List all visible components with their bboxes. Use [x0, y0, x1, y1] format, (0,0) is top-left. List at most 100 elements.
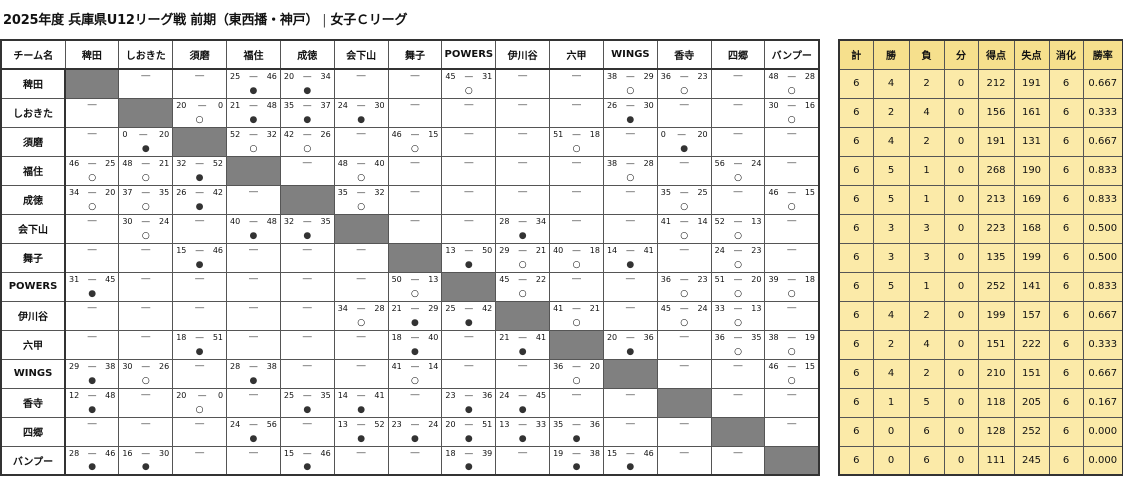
match-result-cell: 23 ― 36 ●	[441, 387, 497, 418]
score-against: 25	[105, 158, 116, 168]
score-for: 30	[122, 361, 133, 371]
score-against: 28	[643, 158, 654, 168]
match-score: 37 ― 35	[119, 188, 172, 198]
win-mark-icon: ○	[572, 259, 581, 270]
unplayed-cell: ―	[656, 329, 712, 360]
score-dash: ―	[410, 274, 419, 284]
table-row: 伊川谷 ― ― ― ― ― 34 ― 28 ○ 21 ― 29 ● 25 ― 42 ● 41 ― 21 ○ ― 45 ― 24 ○ 3…	[0, 300, 820, 331]
unplayed-cell: ―	[441, 329, 497, 360]
score-against: 41	[643, 245, 654, 255]
standings-cell: 4	[872, 358, 910, 389]
match-score: 28 ― 38	[227, 362, 280, 372]
score-for: 24	[337, 100, 348, 110]
score-for: 32	[283, 216, 295, 226]
unplayed-cell: ―	[64, 242, 120, 273]
unplayed-cell: ―	[549, 68, 604, 99]
standings-cell: 199	[977, 300, 1015, 331]
unplayed-cell: ―	[279, 271, 335, 302]
match-score: 25 ― 35	[281, 391, 334, 401]
standings-cell: 168	[1013, 213, 1050, 244]
match-result-cell: 14 ― 41 ●	[602, 242, 658, 273]
loss-mark-icon: ●	[357, 404, 366, 415]
column-team-header: 四郷	[710, 39, 766, 70]
match-result-cell: 35 ― 32 ○	[333, 184, 389, 215]
win-mark-icon: ○	[249, 143, 258, 154]
table-row: WINGS 29 ― 38 ● 30 ― 26 ○ ― 28 ― 38 ● ― ― 41 ― 14 ○ ― ― 36 ― 20 ○…	[0, 358, 820, 389]
table-row: 6 4 2 0 199 157 6 0.667	[838, 300, 1123, 331]
match-score: 35 ― 32	[335, 188, 388, 198]
score-dash: ―	[88, 158, 97, 168]
win-mark-icon: ○	[680, 317, 689, 328]
standings-cell: 0.667	[1082, 126, 1123, 157]
unplayed-cell: ―	[495, 68, 551, 99]
standings-table: 計勝負分得点 失点 消化 勝率 6 4 2 0 212 191 6 0.667 6 2 4 0 156 161 6…	[838, 39, 1123, 476]
unplayed-cell: ―	[602, 184, 658, 215]
table-row: 香寺 12 ― 48 ● ― 20 ― 0 ○ ― 25 ― 35 ● 14 ― 41 ● ― 23 ― 36 ● 24 ― 45 ●…	[0, 387, 820, 418]
match-score: 13 ― 50	[442, 246, 495, 256]
unplayed-cell: ―	[710, 126, 766, 157]
unplayed-cell: ―	[172, 271, 228, 302]
score-for: 14	[337, 390, 348, 400]
win-mark-icon: ○	[787, 114, 796, 125]
score-for: 20	[176, 390, 187, 400]
standings-cell: 0.833	[1082, 155, 1123, 186]
score-against: 38	[266, 361, 277, 371]
row-team-name: 会下山	[0, 213, 66, 244]
score-for: 40	[553, 245, 564, 255]
standings-column-header: 消化	[1048, 39, 1084, 70]
match-score: 0 ― 20	[119, 130, 172, 140]
match-score: 38 ― 29	[604, 72, 657, 82]
win-mark-icon: ○	[141, 375, 150, 386]
match-result-cell: 0 ― 20 ●	[656, 126, 712, 157]
score-against: 0	[217, 100, 224, 110]
match-score: 36 ― 23	[658, 275, 711, 285]
match-result-cell: 18 ― 39 ●	[441, 445, 497, 476]
match-result-cell: 21 ― 41 ●	[495, 329, 551, 360]
unplayed-cell: ―	[710, 445, 766, 476]
score-dash: ―	[357, 158, 366, 168]
score-against: 41	[535, 332, 547, 342]
score-for: 45	[499, 274, 510, 284]
unplayed-cell: ―	[602, 271, 658, 302]
unplayed-cell: ―	[226, 329, 281, 360]
score-against: 31	[482, 72, 493, 81]
column-team-header: 成徳	[279, 39, 335, 70]
self-match-cell	[602, 358, 658, 389]
match-result-cell: 31 ― 45 ●	[64, 271, 120, 302]
unplayed-cell: ―	[441, 155, 497, 186]
standings-cell: 0	[872, 416, 910, 447]
column-team-header: 会下山	[333, 39, 389, 70]
standings-cell: 0.833	[1082, 184, 1123, 215]
standings-cell: 252	[977, 271, 1015, 302]
match-result-cell: 24 ― 30 ●	[333, 97, 389, 128]
score-dash: ―	[626, 332, 635, 342]
match-result-cell: 21 ― 48 ●	[226, 97, 281, 128]
self-match-cell	[656, 387, 712, 418]
standings-cell: 0	[943, 416, 979, 447]
loss-mark-icon: ●	[411, 346, 419, 357]
standings-cell: 1	[908, 184, 945, 215]
match-result-cell: 39 ― 18 ○	[764, 271, 820, 302]
score-for: 25	[283, 390, 295, 400]
standings-cell: 0	[943, 329, 979, 360]
match-matrix-table: チーム名 稗田 しおきた 須磨 福住 成徳 会下山 舞子 POWERS 伊川谷 六甲 WINGS 香寺四…	[0, 39, 820, 476]
standings-cell: 0	[943, 242, 979, 273]
row-team-name: 福住	[0, 155, 66, 186]
table-row: 稗田 ― ― 25 ― 46 ● 20 ― 34 ● ― ― 45 ― 31 ○ ― ― 38 ― 29 ○ 36 ― 23 ○ ― 4…	[0, 68, 820, 99]
unplayed-cell: ―	[64, 416, 120, 447]
score-against: 36	[589, 419, 600, 429]
standings-cell: 2	[908, 358, 945, 389]
win-mark-icon: ○	[734, 172, 742, 183]
unplayed-cell: ―	[172, 416, 228, 447]
score-dash: ―	[357, 419, 366, 429]
score-dash: ―	[198, 100, 207, 110]
loss-mark-icon: ●	[249, 114, 258, 125]
column-team-header: 福住	[226, 39, 281, 70]
standings-cell: 1	[872, 387, 910, 418]
match-score: 52 ― 32	[227, 130, 280, 140]
score-dash: ―	[518, 245, 527, 255]
score-against: 26	[159, 361, 170, 371]
score-for: 38	[606, 158, 618, 168]
standings-cell: 4	[908, 97, 945, 128]
unplayed-cell: ―	[441, 213, 497, 244]
